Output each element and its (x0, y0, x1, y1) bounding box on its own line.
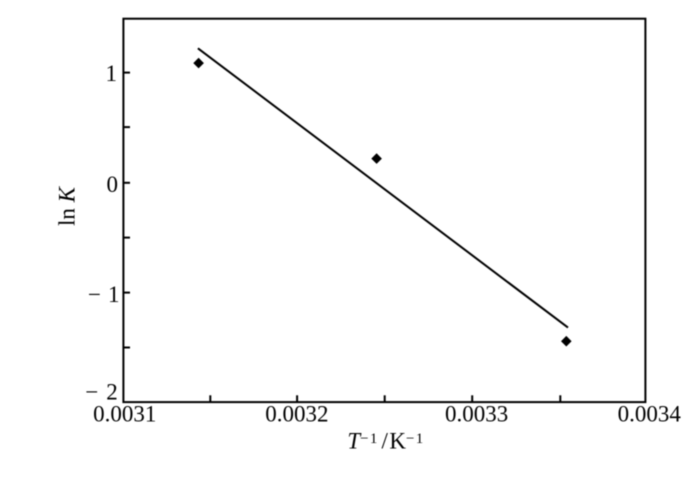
svg-text:1: 1 (106, 61, 118, 86)
svg-text:0.0031: 0.0031 (93, 402, 156, 427)
svg-text:0.0034: 0.0034 (618, 402, 682, 427)
svg-text:ln K: ln K (55, 185, 80, 226)
svg-text:0: 0 (107, 172, 119, 197)
svg-text:0.0033: 0.0033 (445, 402, 508, 427)
svg-text:0.0032: 0.0032 (265, 402, 328, 427)
